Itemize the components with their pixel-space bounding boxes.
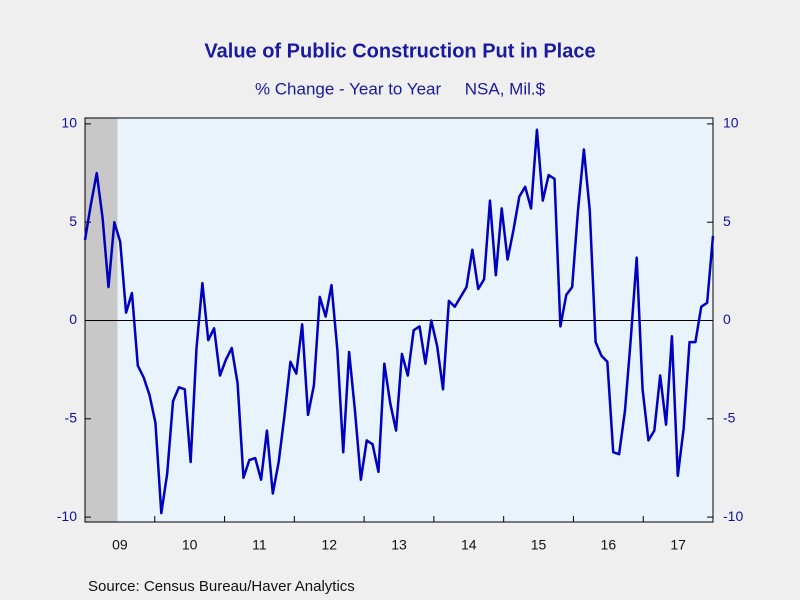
data-line — [83, 128, 715, 515]
x-tick-label: 09 — [112, 537, 128, 553]
y2-tick-label: 0 — [723, 311, 731, 327]
y2-tick-label: 5 — [723, 213, 731, 229]
x-tick-label: 15 — [531, 537, 547, 553]
source: Source: Census Bureau/Haver Analytics — [88, 578, 355, 595]
x-tick-label: 16 — [601, 537, 617, 553]
y-tick-label: -5 — [65, 409, 78, 425]
x-tick-label: 13 — [391, 537, 407, 553]
y2-tick-label: 10 — [723, 115, 739, 131]
x-tick-label: 17 — [670, 537, 686, 553]
x-tick-label: 11 — [252, 537, 267, 553]
y-tick-label: 10 — [61, 115, 77, 131]
x-tick-label: 14 — [461, 537, 477, 553]
y2-tick-label: -10 — [723, 508, 743, 524]
x-tick-label: 12 — [321, 537, 337, 553]
x-tick-label: 10 — [182, 537, 198, 553]
y-tick-label: 0 — [69, 311, 77, 327]
y2-tick-label: -5 — [723, 409, 736, 425]
chart-subtitle: % Change - Year to Year NSA, Mil.$ — [255, 79, 546, 98]
y-tick-label: 5 — [69, 213, 77, 229]
y-tick-label: -10 — [57, 508, 77, 524]
chart-title: Value of Public Construction Put in Plac… — [204, 40, 595, 62]
